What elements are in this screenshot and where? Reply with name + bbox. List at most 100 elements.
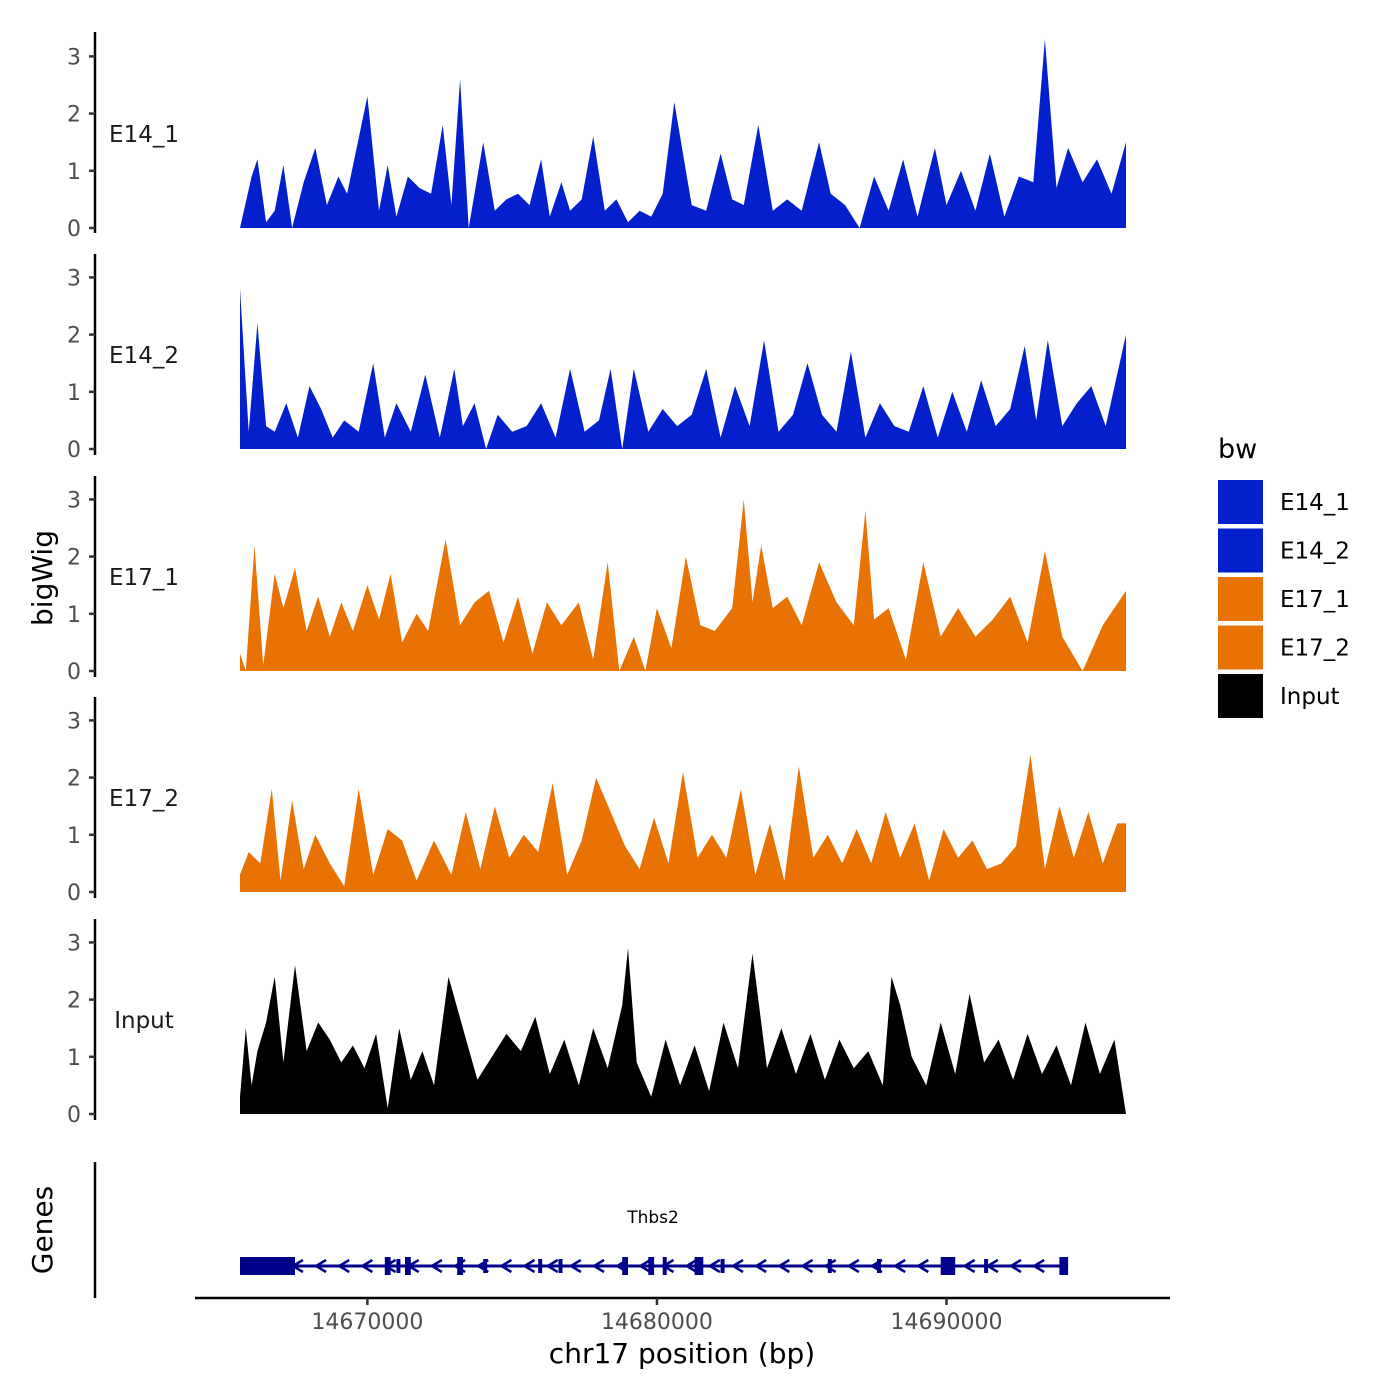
y-tick-label: 0 bbox=[67, 438, 81, 463]
legend: bw E14_1 E14_2 E17_1 E17_2 Input bbox=[1218, 434, 1350, 718]
x-tick-label: 14670000 bbox=[311, 1310, 423, 1335]
track-label: E14_1 bbox=[109, 122, 179, 148]
y-tick-label: 0 bbox=[67, 217, 81, 242]
gene-track: Genes Thbs2 bbox=[26, 1162, 1069, 1298]
gene-exon bbox=[538, 1259, 543, 1273]
y-tick-label: 3 bbox=[67, 488, 81, 513]
x-tick-label: 14690000 bbox=[890, 1310, 1002, 1335]
y-tick-label: 0 bbox=[67, 1103, 81, 1128]
gene-exon bbox=[720, 1259, 725, 1273]
strand-arrow bbox=[1008, 1258, 1022, 1274]
gene-exon bbox=[648, 1257, 655, 1275]
coverage-area bbox=[240, 39, 1126, 229]
coverage-area bbox=[240, 948, 1126, 1114]
legend-swatch bbox=[1218, 674, 1263, 718]
gene-exon bbox=[396, 1259, 401, 1273]
legend-swatch bbox=[1218, 528, 1263, 573]
track-E17_1: 0 1 2 3 E17_1 bbox=[67, 476, 1126, 685]
legend-item-E17_2: E17_2 bbox=[1218, 625, 1350, 670]
strand-arrow bbox=[823, 1258, 837, 1274]
y-tick-label: 0 bbox=[67, 881, 81, 906]
gene-exon bbox=[694, 1257, 704, 1275]
y-tick-label: 2 bbox=[67, 546, 81, 571]
strand-arrow bbox=[568, 1258, 582, 1274]
gene-exon bbox=[877, 1259, 881, 1273]
coverage-area bbox=[240, 288, 1126, 449]
y-tick-label: 1 bbox=[67, 381, 81, 406]
track-Input: 0 1 2 3 Input bbox=[67, 919, 1126, 1128]
y-tick-label: 0 bbox=[67, 660, 81, 685]
y-tick-label: 3 bbox=[67, 931, 81, 956]
gene-exon bbox=[1059, 1257, 1069, 1275]
gene-exon bbox=[457, 1257, 463, 1275]
strand-arrow bbox=[915, 1258, 929, 1274]
strand-arrow bbox=[892, 1258, 906, 1274]
y-tick-label: 1 bbox=[67, 1046, 81, 1071]
strand-arrow bbox=[846, 1258, 860, 1274]
strand-arrow bbox=[429, 1258, 443, 1274]
strand-arrow bbox=[1031, 1258, 1045, 1274]
strand-arrow bbox=[545, 1258, 559, 1274]
legend-title: bw bbox=[1218, 434, 1257, 465]
gene-exon bbox=[240, 1257, 295, 1275]
y-tick-label: 3 bbox=[67, 709, 81, 734]
strand-arrow bbox=[359, 1258, 374, 1274]
strand-arrow bbox=[637, 1258, 652, 1274]
strand-arrow bbox=[707, 1258, 721, 1274]
x-tick-label: 14680000 bbox=[601, 1310, 713, 1335]
strand-arrow bbox=[800, 1258, 814, 1274]
gene-exon bbox=[622, 1257, 628, 1275]
legend-item-E17_1: E17_1 bbox=[1218, 577, 1350, 621]
y-tick-label: 2 bbox=[67, 767, 81, 792]
y-tick-label: 2 bbox=[67, 103, 81, 128]
gene-exon bbox=[984, 1259, 989, 1273]
y-axis-title: bigWig bbox=[26, 530, 59, 626]
y-tick-label: 1 bbox=[67, 824, 81, 849]
x-axis: chr17 position (bp) 14670000 14680000 1469… bbox=[195, 1296, 1170, 1370]
strand-arrow bbox=[591, 1258, 605, 1274]
genes-axis-label: Genes bbox=[26, 1186, 59, 1274]
legend-swatch bbox=[1218, 577, 1263, 621]
strand-arrow bbox=[313, 1258, 327, 1274]
track-E14_1: 0 1 2 3 E14_1 bbox=[67, 32, 1126, 242]
legend-label: E14_2 bbox=[1280, 539, 1350, 565]
y-tick-label: 3 bbox=[67, 45, 81, 70]
y-tick-label: 3 bbox=[67, 266, 81, 291]
strand-arrow bbox=[753, 1258, 767, 1274]
coverage-area bbox=[240, 754, 1126, 892]
legend-label: E17_2 bbox=[1280, 636, 1350, 662]
track-label: E17_2 bbox=[109, 786, 179, 812]
coverage-area bbox=[240, 499, 1126, 671]
gene-name-label: Thbs2 bbox=[626, 1208, 679, 1228]
y-tick-label: 1 bbox=[67, 603, 81, 628]
strand-arrow bbox=[498, 1258, 513, 1274]
gene-exon bbox=[483, 1259, 488, 1273]
strand-arrow bbox=[730, 1258, 744, 1274]
gene-exon bbox=[940, 1257, 956, 1275]
gene-exon bbox=[662, 1257, 667, 1275]
legend-label: E17_1 bbox=[1280, 587, 1350, 613]
legend-item-E14_2: E14_2 bbox=[1218, 528, 1350, 573]
y-tick-label: 2 bbox=[67, 989, 81, 1014]
gene-exon bbox=[558, 1259, 563, 1273]
track-E17_2: 0 1 2 3 E17_2 bbox=[67, 697, 1126, 906]
track-label: E17_1 bbox=[109, 565, 179, 591]
legend-swatch bbox=[1218, 480, 1263, 524]
tracks-layer: 0 1 2 3 E14_1 0 1 2 3 E14_2 0 1 2 3 E17_1 0 1 2 3 E17_2 0 1 2 3… bbox=[67, 32, 1126, 1128]
track-label: Input bbox=[114, 1008, 174, 1034]
strand-arrow bbox=[522, 1258, 536, 1274]
legend-item-Input: Input bbox=[1218, 674, 1340, 718]
y-tick-label: 1 bbox=[67, 160, 81, 185]
legend-swatch bbox=[1218, 625, 1263, 670]
track-label: E14_2 bbox=[109, 343, 179, 369]
legend-label: E14_1 bbox=[1280, 490, 1350, 516]
gene-exon bbox=[827, 1259, 832, 1273]
strand-arrow bbox=[684, 1258, 698, 1274]
legend-label: Input bbox=[1280, 684, 1340, 710]
y-tick-label: 2 bbox=[67, 324, 81, 349]
track-E14_2: 0 1 2 3 E14_2 bbox=[67, 254, 1126, 463]
strand-arrow bbox=[336, 1258, 350, 1274]
legend-item-E14_1: E14_1 bbox=[1218, 480, 1350, 524]
strand-arrow bbox=[962, 1258, 976, 1274]
x-axis-title: chr17 position (bp) bbox=[549, 1337, 815, 1370]
